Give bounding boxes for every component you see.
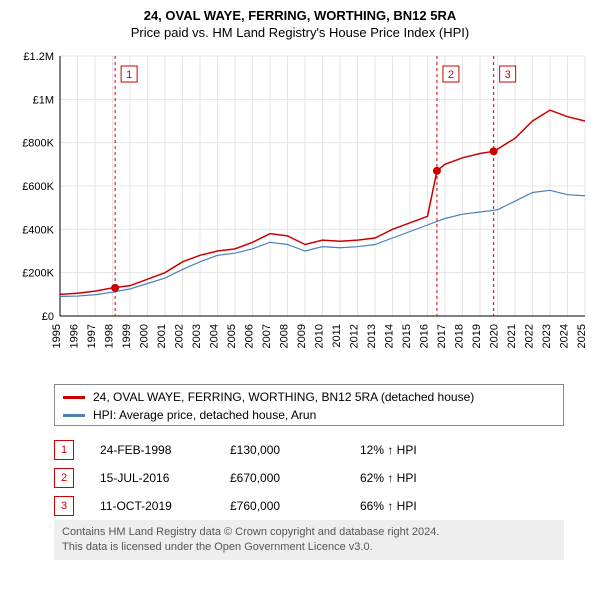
svg-text:2019: 2019 bbox=[471, 324, 483, 348]
transaction-delta: 12% ↑ HPI bbox=[360, 443, 480, 457]
svg-text:2024: 2024 bbox=[559, 324, 571, 348]
svg-text:2002: 2002 bbox=[174, 324, 186, 348]
svg-text:2010: 2010 bbox=[314, 324, 326, 348]
svg-text:2005: 2005 bbox=[226, 324, 238, 348]
svg-text:1998: 1998 bbox=[104, 324, 116, 348]
svg-text:£1M: £1M bbox=[33, 94, 54, 106]
table-row: 2 15-JUL-2016 £670,000 62% ↑ HPI bbox=[54, 464, 590, 492]
svg-text:2013: 2013 bbox=[366, 324, 378, 348]
transaction-marker: 2 bbox=[54, 468, 74, 488]
svg-text:2015: 2015 bbox=[401, 324, 413, 348]
legend-swatch-property bbox=[63, 396, 85, 399]
svg-text:2009: 2009 bbox=[296, 324, 308, 348]
chart-area: £0 £200K £400K £600K £800K £1M £1.2M 1995 1996 19… bbox=[10, 46, 590, 376]
svg-text:2001: 2001 bbox=[156, 324, 168, 348]
attribution-line1: Contains HM Land Registry data © Crown c… bbox=[62, 525, 556, 540]
svg-text:£1.2M: £1.2M bbox=[23, 51, 54, 63]
svg-text:£800K: £800K bbox=[22, 138, 54, 150]
legend: 24, OVAL WAYE, FERRING, WORTHING, BN12 5… bbox=[54, 384, 564, 426]
svg-text:2021: 2021 bbox=[506, 324, 518, 348]
svg-text:£400K: £400K bbox=[22, 224, 54, 236]
svg-text:2003: 2003 bbox=[191, 324, 203, 348]
chart-container: 24, OVAL WAYE, FERRING, WORTHING, BN12 5… bbox=[0, 0, 600, 568]
svg-text:2025: 2025 bbox=[576, 324, 588, 348]
svg-text:2011: 2011 bbox=[331, 324, 343, 348]
svg-text:2000: 2000 bbox=[139, 324, 151, 348]
svg-text:2006: 2006 bbox=[244, 324, 256, 348]
svg-text:2012: 2012 bbox=[349, 324, 361, 348]
svg-text:2014: 2014 bbox=[384, 324, 396, 348]
legend-label-property: 24, OVAL WAYE, FERRING, WORTHING, BN12 5… bbox=[93, 390, 474, 404]
legend-swatch-hpi bbox=[63, 414, 85, 417]
svg-text:1: 1 bbox=[126, 69, 132, 81]
transaction-price: £670,000 bbox=[230, 471, 360, 485]
svg-text:£0: £0 bbox=[42, 311, 54, 323]
svg-text:2023: 2023 bbox=[541, 324, 553, 348]
svg-text:£200K: £200K bbox=[22, 268, 54, 280]
transactions-table: 1 24-FEB-1998 £130,000 12% ↑ HPI 2 15-JU… bbox=[54, 436, 590, 520]
svg-text:£600K: £600K bbox=[22, 181, 54, 193]
transaction-marker: 1 bbox=[54, 440, 74, 460]
svg-text:1997: 1997 bbox=[86, 324, 98, 348]
transaction-date: 15-JUL-2016 bbox=[100, 471, 230, 485]
line-chart: £0 £200K £400K £600K £800K £1M £1.2M 1995 1996 19… bbox=[10, 46, 590, 376]
svg-text:2: 2 bbox=[448, 69, 454, 81]
svg-text:1999: 1999 bbox=[121, 324, 133, 348]
transaction-price: £760,000 bbox=[230, 499, 360, 513]
title-subtitle: Price paid vs. HM Land Registry's House … bbox=[10, 25, 590, 40]
transaction-delta: 66% ↑ HPI bbox=[360, 499, 480, 513]
table-row: 3 11-OCT-2019 £760,000 66% ↑ HPI bbox=[54, 492, 590, 520]
title-block: 24, OVAL WAYE, FERRING, WORTHING, BN12 5… bbox=[10, 8, 590, 40]
transaction-marker: 3 bbox=[54, 496, 74, 516]
svg-text:1996: 1996 bbox=[69, 324, 81, 348]
attribution: Contains HM Land Registry data © Crown c… bbox=[54, 520, 564, 560]
svg-text:2018: 2018 bbox=[454, 324, 466, 348]
svg-text:2017: 2017 bbox=[436, 324, 448, 348]
table-row: 1 24-FEB-1998 £130,000 12% ↑ HPI bbox=[54, 436, 590, 464]
svg-text:2008: 2008 bbox=[279, 324, 291, 348]
transaction-date: 24-FEB-1998 bbox=[100, 443, 230, 457]
svg-text:2016: 2016 bbox=[419, 324, 431, 348]
transaction-delta: 62% ↑ HPI bbox=[360, 471, 480, 485]
legend-row-property: 24, OVAL WAYE, FERRING, WORTHING, BN12 5… bbox=[63, 388, 555, 406]
svg-text:2022: 2022 bbox=[524, 324, 536, 348]
legend-row-hpi: HPI: Average price, detached house, Arun bbox=[63, 406, 555, 424]
svg-text:2007: 2007 bbox=[261, 324, 273, 348]
title-address: 24, OVAL WAYE, FERRING, WORTHING, BN12 5… bbox=[10, 8, 590, 23]
transaction-price: £130,000 bbox=[230, 443, 360, 457]
svg-text:1995: 1995 bbox=[51, 324, 63, 348]
attribution-line2: This data is licensed under the Open Gov… bbox=[62, 540, 556, 555]
legend-label-hpi: HPI: Average price, detached house, Arun bbox=[93, 408, 316, 422]
svg-text:3: 3 bbox=[505, 69, 511, 81]
svg-text:2004: 2004 bbox=[209, 324, 221, 348]
svg-text:2020: 2020 bbox=[489, 324, 501, 348]
transaction-date: 11-OCT-2019 bbox=[100, 499, 230, 513]
